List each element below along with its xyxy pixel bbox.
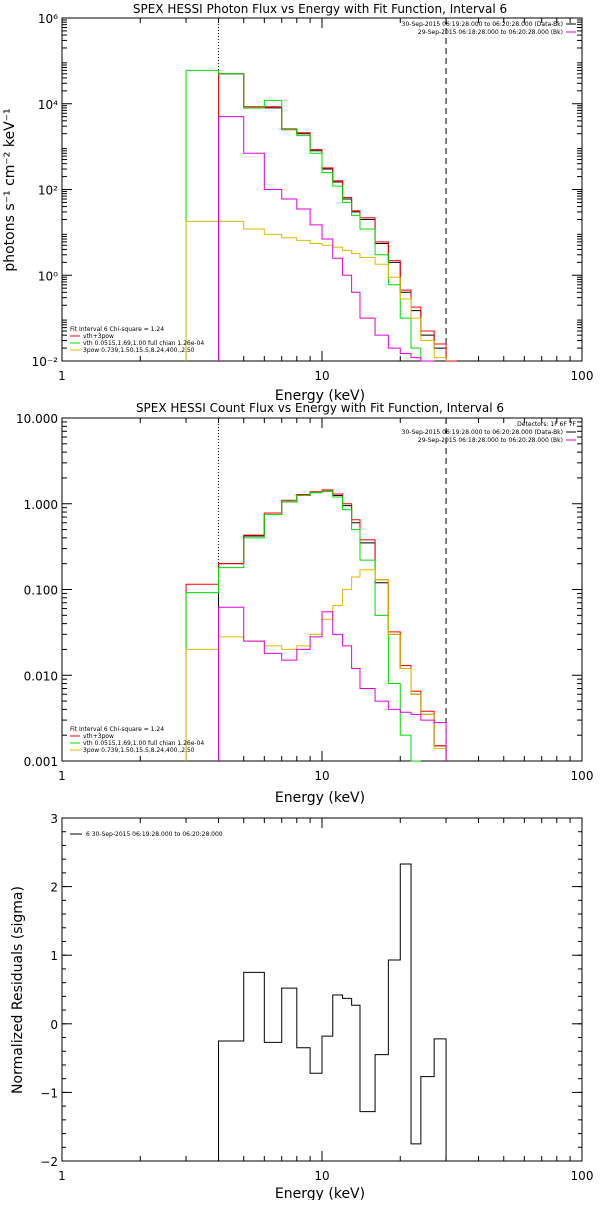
count-flux-xlabel: Energy (keV)	[275, 790, 365, 806]
y-tick-label: 10⁰	[38, 269, 58, 283]
residuals-xlabel: Energy (keV)	[275, 1186, 365, 1200]
legend-entry: 30-Sep-2015 06:19:28.000 to 06:20:28.000…	[402, 21, 563, 28]
y-tick-label: 3	[50, 812, 58, 826]
x-tick-label: 10	[314, 369, 329, 383]
x-tick-label: 10	[314, 1169, 329, 1183]
y-tick-label: 1.000	[24, 498, 58, 512]
series-vth	[185, 490, 421, 762]
y-tick-label: 10²	[38, 184, 58, 198]
fit-legend-entry: vth 0.0515,1.69,1.00 full chian 1.26e-04	[83, 740, 204, 747]
legend-entry: 6 30-Sep-2015 06:19:28.000 to 06:20:28.0…	[86, 831, 223, 838]
y-tick-label: 2	[50, 881, 58, 895]
y-tick-label: 0.100	[24, 584, 58, 598]
fit-legend-entry: vth+3pow	[83, 733, 114, 740]
y-tick-label: 0	[50, 1018, 58, 1032]
fit-legend-title: Fit Interval 6 Chi-square = 1.24	[70, 726, 164, 733]
photon-flux-title: SPEX HESSI Photon Flux vs Energy with Fi…	[133, 2, 507, 16]
series-3pow	[185, 220, 447, 361]
y-tick-label: 0.001	[24, 755, 58, 769]
fit-legend-entry: 3pow 0.739,1.50,15.5,8.24,400.,2.50	[83, 347, 195, 354]
count-flux-panel: SPEX HESSI Count Flux vs Energy with Fit…	[16, 401, 593, 806]
y-tick-label: 10.000	[16, 412, 58, 426]
x-tick-label: 100	[571, 1169, 594, 1183]
legend-title: Detectors: 1F 6F 7F	[517, 421, 576, 428]
y-tick-label: 10⁶	[38, 12, 58, 26]
legend-entry: 30-Sep-2015 06:19:28.000 to 06:20:28.000…	[402, 429, 563, 436]
fit-legend-entry: 3pow 0.739,1.50,15.5,8.24,400.,2.50	[83, 747, 195, 754]
photon-flux-panel: SPEX HESSI Photon Flux vs Energy with Fi…	[2, 2, 593, 404]
fit-legend-entry: vth 0.0515,1.69,1.00 full chian 1.26e-04	[83, 340, 204, 347]
legend-entry: 29-Sep-2015 06:18:28.000 to 06:20:28.000…	[418, 29, 563, 36]
photon-flux-xlabel: Energy (keV)	[275, 388, 365, 404]
x-tick-label: 1	[58, 369, 66, 383]
x-tick-label: 1	[58, 1169, 66, 1183]
x-tick-label: 1	[58, 769, 66, 783]
fit-legend-entry: vth+3pow	[83, 333, 114, 340]
y-tick-label: −2	[40, 1155, 58, 1169]
series-bk	[218, 116, 435, 362]
x-tick-label: 100	[571, 769, 594, 783]
x-tick-label: 10	[314, 769, 329, 783]
series-bk	[218, 606, 447, 761]
y-tick-label: 10⁻²	[32, 355, 59, 369]
residuals-ylabel: Normalized Residuals (sigma)	[10, 886, 26, 1094]
y-tick-label: 10⁴	[38, 98, 58, 112]
x-tick-label: 100	[571, 369, 594, 383]
series-residuals	[218, 863, 447, 1161]
fit-legend-title: Fit Interval 6 Chi-square = 1.24	[70, 326, 164, 333]
legend-entry: 29-Sep-2015 06:18:28.000 to 06:20:28.000…	[418, 437, 563, 444]
y-tick-label: −1	[40, 1086, 58, 1100]
photon-flux-ylabel: photons s⁻¹ cm⁻² keV⁻¹	[2, 108, 18, 271]
y-tick-label: 0.010	[24, 669, 58, 683]
count-flux-title: SPEX HESSI Count Flux vs Energy with Fit…	[136, 401, 504, 415]
residuals-panel: Energy (keV) Normalized Residuals (sigma…	[10, 812, 594, 1202]
y-tick-label: 1	[50, 949, 58, 963]
